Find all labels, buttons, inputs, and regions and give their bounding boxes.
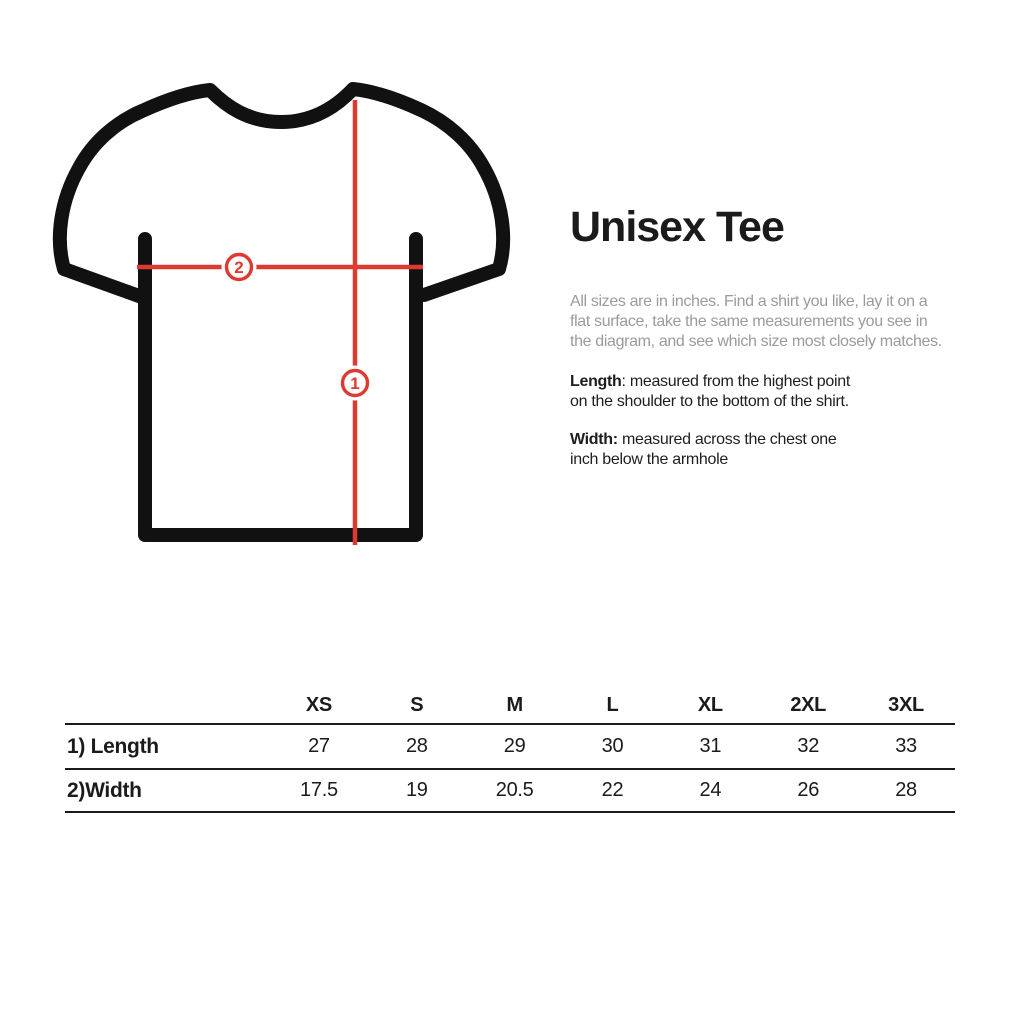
marker-2-circle <box>224 252 254 282</box>
width-definition-line1: Width: measured across the chest one <box>570 430 837 450</box>
width-value-m: 20.5 <box>495 779 534 801</box>
tshirt-outline-top <box>52 82 511 303</box>
tshirt-outline-body <box>138 232 423 542</box>
width-definition: Width: measured across the chest one inc… <box>570 430 837 470</box>
length-value-2xl: 32 <box>797 735 820 757</box>
shirt-measurement-diagram: 2 1 <box>0 0 560 600</box>
width-value-l: 22 <box>601 779 624 801</box>
size-column-header-xl: XL <box>697 693 723 716</box>
length-value-xs: 27 <box>308 735 330 757</box>
width-value-xl: 24 <box>699 779 722 801</box>
marker-1-circle <box>340 368 370 398</box>
length-definition-line1: Length: measured from the highest point <box>570 372 850 392</box>
table-row-width: 2)Width 17.5 19 20.5 22 24 26 28 <box>65 770 955 813</box>
length-definition: Length: measured from the highest point … <box>570 372 850 412</box>
page-title: Unisex Tee <box>570 203 785 251</box>
row-label-length: 1) Length <box>67 734 159 758</box>
length-definition-line2: on the shoulder to the bottom of the shi… <box>570 393 849 410</box>
width-term: Width: <box>570 431 618 448</box>
description-line: All sizes are in inches. Find a shirt yo… <box>570 293 928 310</box>
description-line: the diagram, and see which size most clo… <box>570 333 942 350</box>
size-column-header-3xl: 3XL <box>888 693 924 716</box>
description-line: flat surface, take the same measurements… <box>570 313 928 330</box>
width-value-2xl: 26 <box>797 779 820 801</box>
length-value-l: 30 <box>601 735 624 757</box>
table-row-length: 1) Length 27 28 29 30 31 32 33 <box>65 725 955 770</box>
size-column-header-xs: XS <box>305 693 332 716</box>
length-definition-text: : measured from the highest point <box>621 373 851 390</box>
size-table-header-row: XS S M L XL 2XL 3XL <box>65 687 955 725</box>
marker-1-number: 1 <box>350 374 359 393</box>
size-column-header-2xl: 2XL <box>790 693 827 716</box>
tshirt-diagram-svg: 2 1 <box>52 82 511 545</box>
length-value-s: 28 <box>405 735 428 757</box>
size-column-header-m: M <box>506 693 523 716</box>
size-column-header-s: S <box>410 693 424 716</box>
width-value-s: 19 <box>405 779 428 801</box>
width-value-xs: 17.5 <box>300 779 338 801</box>
marker-2-number: 2 <box>234 258 243 277</box>
length-value-3xl: 33 <box>895 735 917 757</box>
size-column-header-l: L <box>606 693 619 716</box>
row-label-width: 2)Width <box>67 778 142 802</box>
width-value-3xl: 28 <box>895 779 917 801</box>
length-term: Length <box>570 373 622 390</box>
width-definition-line2: inch below the armhole <box>570 451 728 468</box>
width-definition-text: measured across the chest one <box>617 431 837 448</box>
length-value-m: 29 <box>503 735 526 757</box>
length-value-xl: 31 <box>699 735 722 757</box>
description: All sizes are in inches. Find a shirt yo… <box>570 292 942 352</box>
size-table: XS S M L XL 2XL 3XL 1) Length 27 28 29 3… <box>65 687 955 813</box>
